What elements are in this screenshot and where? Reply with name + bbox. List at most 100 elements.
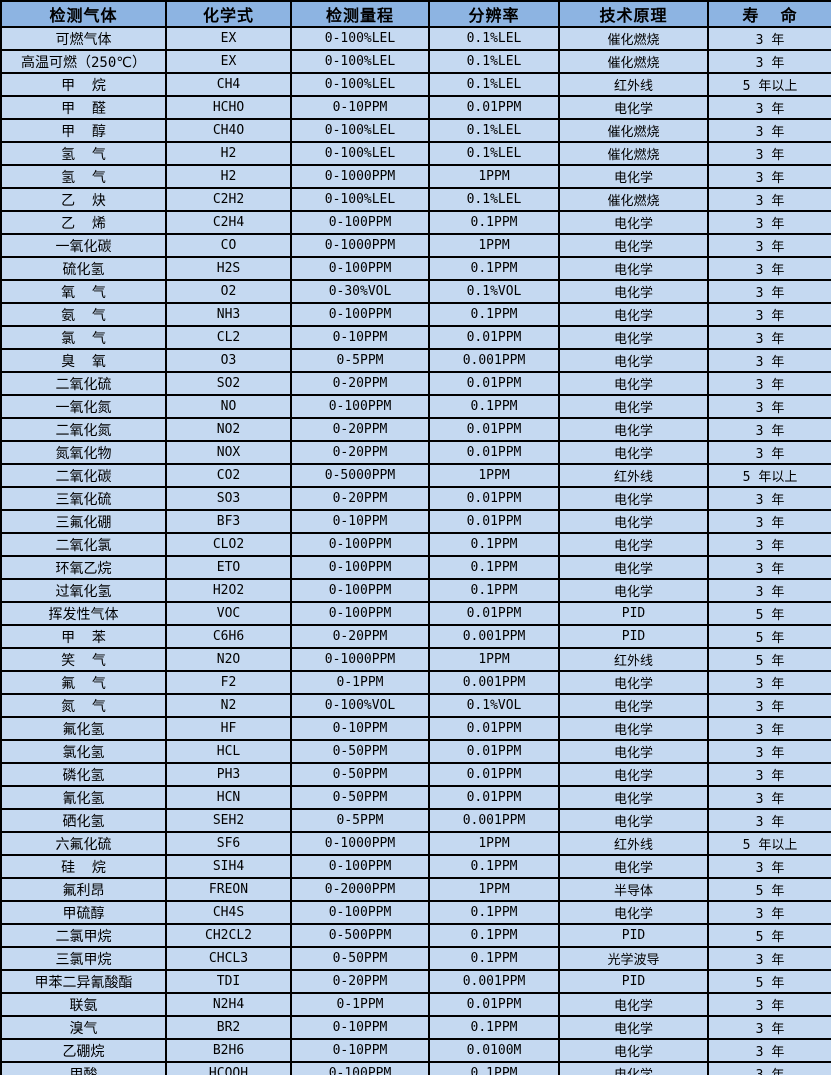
- table-row: 联氨 N2H4 0-1PPM 0.01PPM 电化学 3 年: [0, 992, 831, 1017]
- cell-chemical-formula: CH2CL2: [165, 923, 292, 948]
- cell-resolution: 0.01PPM: [428, 440, 560, 465]
- cell-range: 0-100PPM: [290, 854, 430, 879]
- table-row: 溴气 BR2 0-10PPM 0.1PPM 电化学 3 年: [0, 1015, 831, 1040]
- cell-lifespan: 3 年: [707, 946, 831, 971]
- cell-range: 0-50PPM: [290, 762, 430, 787]
- cell-lifespan: 3 年: [707, 417, 831, 442]
- cell-resolution: 0.01PPM: [428, 785, 560, 810]
- cell-gas-name: 六氟化硫: [0, 831, 167, 856]
- cell-range: 0-100PPM: [290, 532, 430, 557]
- cell-lifespan: 3 年: [707, 164, 831, 189]
- cell-chemical-formula: VOC: [165, 601, 292, 626]
- cell-chemical-formula: CH4: [165, 72, 292, 97]
- table-row: 氰化氢 HCN 0-50PPM 0.01PPM 电化学 3 年: [0, 785, 831, 810]
- table-row: 硫化氢 H2S 0-100PPM 0.1PPM 电化学 3 年: [0, 256, 831, 281]
- cell-principle: 电化学: [558, 762, 709, 787]
- table-row: 甲 烷 CH4 0-100%LEL 0.1%LEL 红外线 5 年以上: [0, 72, 831, 97]
- table-row: 甲苯二异氰酸酯 TDI 0-20PPM 0.001PPM PID 5 年: [0, 969, 831, 994]
- cell-chemical-formula: SIH4: [165, 854, 292, 879]
- cell-resolution: 0.1%LEL: [428, 49, 560, 74]
- cell-principle: 半导体: [558, 877, 709, 902]
- cell-lifespan: 3 年: [707, 233, 831, 258]
- cell-lifespan: 3 年: [707, 371, 831, 396]
- cell-principle: 电化学: [558, 164, 709, 189]
- cell-resolution: 0.1%LEL: [428, 118, 560, 143]
- cell-resolution: 0.01PPM: [428, 509, 560, 534]
- cell-principle: PID: [558, 624, 709, 649]
- table-row: 三氯甲烷 CHCL3 0-50PPM 0.1PPM 光学波导 3 年: [0, 946, 831, 971]
- table-header: 检测气体 化学式 检测量程 分辨率 技术原理寿 命: [0, 0, 831, 28]
- cell-principle: 催化燃烧: [558, 187, 709, 212]
- cell-lifespan: 3 年: [707, 1015, 831, 1040]
- cell-resolution: 0.1PPM: [428, 302, 560, 327]
- table-row: 过氧化氢 H2O2 0-100PPM 0.1PPM 电化学 3 年: [0, 578, 831, 603]
- cell-chemical-formula: HF: [165, 716, 292, 741]
- cell-lifespan: 3 年: [707, 440, 831, 465]
- cell-lifespan: 5 年: [707, 969, 831, 994]
- cell-range: 0-100PPM: [290, 256, 430, 281]
- cell-principle: 电化学: [558, 854, 709, 879]
- cell-principle: 电化学: [558, 808, 709, 833]
- table-row: 氧 气 O2 0-30%VOL 0.1%VOL 电化学 3 年: [0, 279, 831, 304]
- cell-lifespan: 3 年: [707, 670, 831, 695]
- cell-principle: 电化学: [558, 279, 709, 304]
- cell-resolution: 0.1PPM: [428, 1061, 560, 1075]
- column-header-principle: 技术原理: [558, 0, 709, 28]
- cell-principle: 电化学: [558, 440, 709, 465]
- table-row: 二氧化硫 SO2 0-20PPM 0.01PPM 电化学 3 年: [0, 371, 831, 396]
- cell-gas-name: 磷化氢: [0, 762, 167, 787]
- cell-chemical-formula: CLO2: [165, 532, 292, 557]
- cell-principle: PID: [558, 969, 709, 994]
- cell-principle: 电化学: [558, 371, 709, 396]
- cell-chemical-formula: FREON: [165, 877, 292, 902]
- table-row: 二氧化碳 CO2 0-5000PPM 1PPM 红外线 5 年以上: [0, 463, 831, 488]
- cell-lifespan: 3 年: [707, 187, 831, 212]
- cell-gas-name: 氮氧化物: [0, 440, 167, 465]
- cell-chemical-formula: SO3: [165, 486, 292, 511]
- cell-lifespan: 3 年: [707, 992, 831, 1017]
- cell-gas-name: 氧 气: [0, 279, 167, 304]
- table-row: 氨 气 NH3 0-100PPM 0.1PPM 电化学 3 年: [0, 302, 831, 327]
- cell-principle: 电化学: [558, 486, 709, 511]
- cell-gas-name: 甲酸: [0, 1061, 167, 1075]
- cell-lifespan: 3 年: [707, 486, 831, 511]
- cell-lifespan: 3 年: [707, 256, 831, 281]
- cell-resolution: 0.1%LEL: [428, 141, 560, 166]
- cell-lifespan: 3 年: [707, 785, 831, 810]
- cell-lifespan: 5 年以上: [707, 72, 831, 97]
- cell-lifespan: 3 年: [707, 302, 831, 327]
- cell-gas-name: 三氧化硫: [0, 486, 167, 511]
- cell-gas-name: 挥发性气体: [0, 601, 167, 626]
- cell-resolution: 0.01PPM: [428, 325, 560, 350]
- cell-range: 0-2000PPM: [290, 877, 430, 902]
- cell-resolution: 0.001PPM: [428, 624, 560, 649]
- cell-gas-name: 氰化氢: [0, 785, 167, 810]
- cell-lifespan: 3 年: [707, 900, 831, 925]
- cell-lifespan: 3 年: [707, 210, 831, 235]
- table-row: 笑 气 N2O 0-1000PPM 1PPM 红外线 5 年: [0, 647, 831, 672]
- cell-gas-name: 二氧化碳: [0, 463, 167, 488]
- cell-principle: 电化学: [558, 302, 709, 327]
- cell-resolution: 0.1%VOL: [428, 693, 560, 718]
- cell-range: 0-500PPM: [290, 923, 430, 948]
- cell-resolution: 0.001PPM: [428, 670, 560, 695]
- cell-lifespan: 3 年: [707, 532, 831, 557]
- cell-chemical-formula: HCHO: [165, 95, 292, 120]
- table-row: 硅 烷 SIH4 0-100PPM 0.1PPM 电化学 3 年: [0, 854, 831, 879]
- table-row: 三氟化硼 BF3 0-10PPM 0.01PPM 电化学 3 年: [0, 509, 831, 534]
- cell-chemical-formula: H2: [165, 141, 292, 166]
- table-row: 甲硫醇 CH4S 0-100PPM 0.1PPM 电化学 3 年: [0, 900, 831, 925]
- cell-range: 0-1PPM: [290, 670, 430, 695]
- cell-resolution: 1PPM: [428, 463, 560, 488]
- cell-chemical-formula: N2: [165, 693, 292, 718]
- cell-gas-name: 溴气: [0, 1015, 167, 1040]
- cell-resolution: 1PPM: [428, 877, 560, 902]
- cell-range: 0-10PPM: [290, 1038, 430, 1063]
- cell-gas-name: 硅 烷: [0, 854, 167, 879]
- cell-lifespan: 3 年: [707, 1038, 831, 1063]
- cell-principle: 电化学: [558, 95, 709, 120]
- cell-resolution: 0.1%LEL: [428, 26, 560, 51]
- cell-range: 0-5000PPM: [290, 463, 430, 488]
- cell-gas-name: 氟 气: [0, 670, 167, 695]
- cell-principle: 电化学: [558, 394, 709, 419]
